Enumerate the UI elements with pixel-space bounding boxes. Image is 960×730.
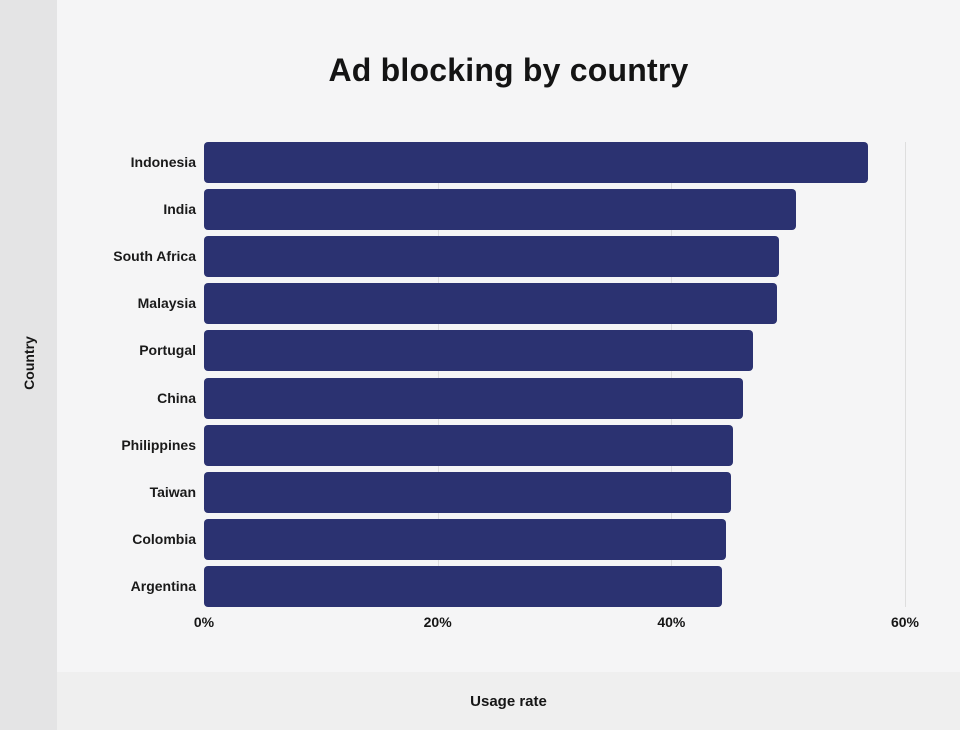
y-axis-title: Country (21, 336, 37, 390)
category-label: Indonesia (130, 154, 196, 170)
gridline-20 (437, 142, 439, 607)
plot-area: Indonesia India South Africa Malaysia Portug… (113, 142, 906, 607)
bar-row: India (163, 189, 905, 230)
x-tick-label: 20% (423, 614, 452, 630)
bar-china (204, 378, 743, 419)
bar-row: South Africa (113, 236, 905, 277)
bar-south-africa (204, 236, 779, 277)
bar-argentina (204, 566, 722, 607)
x-axis-title: Usage rate (470, 692, 547, 710)
category-label: Argentina (130, 578, 196, 594)
category-label: Philippines (121, 437, 196, 453)
bar-india (204, 189, 797, 230)
bar-row: China (157, 378, 905, 419)
category-label: Malaysia (137, 295, 196, 311)
gridline-40 (671, 142, 673, 607)
bar-portugal (204, 330, 754, 371)
bar-indonesia (204, 142, 868, 183)
bar-row: Taiwan (150, 472, 905, 513)
category-label: China (157, 390, 196, 406)
x-tick-label: 40% (657, 614, 686, 630)
bar-malaysia (204, 283, 777, 324)
category-label: India (163, 201, 196, 217)
category-label: Portugal (139, 342, 196, 358)
y-axis-title-strip: Country (0, 0, 57, 730)
bar-philippines (204, 425, 734, 466)
bar-colombia (204, 519, 727, 560)
category-label: Colombia (132, 531, 196, 547)
x-tick-label: 60% (890, 614, 920, 630)
bar-taiwan (204, 472, 731, 513)
gridline-60 (905, 142, 906, 607)
x-axis-tick-labels: 0% 20% 40% 60% (194, 614, 919, 634)
bar-row: Colombia (132, 519, 905, 560)
bar-row: Indonesia (131, 142, 905, 183)
chart-title: Ad blocking by country (328, 52, 689, 88)
bar-row: Portugal (139, 330, 905, 371)
bar-row: Philippines (121, 425, 905, 466)
x-tick-label: 0% (193, 614, 215, 630)
category-label: South Africa (113, 248, 196, 264)
x-axis-title-strip: Usage rate (57, 672, 960, 730)
category-label: Taiwan (149, 484, 196, 500)
bar-row: Argentina (131, 566, 905, 607)
bar-row: Malaysia (138, 283, 905, 324)
